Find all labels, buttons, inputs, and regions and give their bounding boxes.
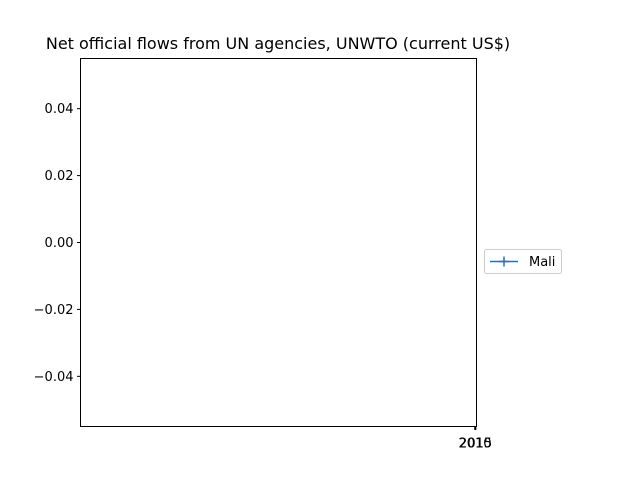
chart-title: Net official flows from UN agencies, UNW… (46, 34, 510, 53)
y-axis-ticks: 0.04 0.02 0.00 −0.02 −0.04 (34, 102, 81, 385)
legend-label-mali: Mali (529, 255, 555, 270)
legend-box (484, 249, 562, 274)
x-tick-label: 2010 (458, 437, 491, 452)
y-tick-label: 0.00 (45, 236, 74, 251)
y-tick-label: −0.04 (34, 370, 74, 385)
legend: Mali (484, 249, 562, 274)
plot-area-frame (80, 58, 477, 427)
x-tick-label: 2015 (459, 437, 492, 452)
y-tick-label: 0.02 (45, 169, 74, 184)
y-tick-label: 0.04 (45, 102, 74, 117)
y-tick-label: −0.02 (34, 303, 74, 318)
